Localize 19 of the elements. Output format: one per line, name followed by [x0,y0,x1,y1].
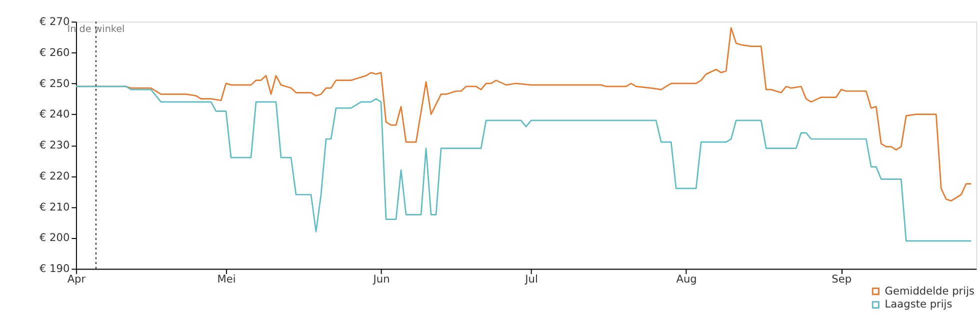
x-tick-label: Mei [217,274,236,286]
legend-label: Laagste prijs [884,298,952,311]
y-tick-label: € 260 [39,46,70,59]
x-tick-label: Jul [524,274,538,286]
y-tick-label: € 230 [39,140,70,152]
y-tick-label: € 270 [39,16,70,28]
x-tick-label: Apr [67,274,86,286]
line-series [75,86,972,242]
y-tick-label: € 240 [39,108,70,121]
x-tick-label: Aug [676,274,697,286]
y-tick-label: € 200 [39,232,70,244]
y-tick-label: € 220 [39,170,70,182]
x-tick-label: Sep [832,274,852,286]
x-tick-label: Jun [372,274,390,286]
y-tick-label: € 210 [39,201,70,214]
legend-label: Gemiddelde prijs [884,285,975,298]
y-tick-label: € 190 [39,263,70,276]
y-tick-label: € 250 [39,78,70,90]
ref-line-label: In de winkel [67,24,125,36]
